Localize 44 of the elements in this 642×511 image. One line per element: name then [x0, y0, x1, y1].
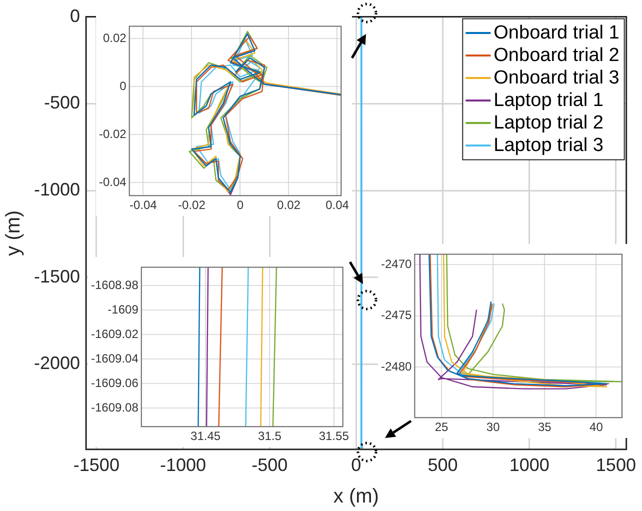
x-tick-label: -500 [252, 455, 288, 476]
y-tick-label: -500 [44, 92, 80, 113]
y-tick-label: -0.04 [98, 174, 127, 189]
y-tick-label: -1500 [34, 266, 80, 286]
x-tick-label: 35 [538, 420, 552, 434]
x-tick-label: 40 [590, 420, 604, 434]
x-tick-label: 1000 [509, 455, 550, 476]
x-tick-label: 31.5 [258, 429, 282, 444]
x-tick-label: 1500 [596, 455, 636, 476]
x-tick-label: 30 [486, 420, 500, 434]
x-tick-label: 0.02 [277, 198, 301, 212]
legend-label: Onboard trial 1 [494, 22, 620, 44]
y-tick-label: 0.02 [102, 30, 127, 45]
legend-label: Onboard trial 3 [494, 67, 620, 88]
x-tick-label: -1000 [160, 455, 206, 476]
y-axis-title: y (m) [2, 210, 25, 256]
y-tick-label: -1609.06 [91, 376, 139, 390]
y-tick-label: -1609.08 [91, 400, 139, 415]
x-tick-label: 31.45 [190, 429, 221, 444]
legend-label: Laptop trial 1 [494, 90, 604, 111]
y-tick-label: -2470 [380, 256, 412, 271]
y-tick-label: -2480 [380, 360, 412, 374]
x-tick-label: 500 [428, 455, 458, 476]
y-tick-label: 0 [120, 78, 127, 93]
x-tick-label: -0.04 [130, 198, 158, 212]
y-tick-label: -1609 [108, 302, 139, 316]
legend-label: Laptop trial 3 [494, 134, 604, 156]
legend-label: Onboard trial 2 [494, 44, 620, 66]
x-tick-label: 31.55 [318, 429, 350, 444]
y-tick-label: -2000 [34, 353, 80, 374]
x-axis-title: x (m) [333, 486, 379, 508]
x-tick-label: 0.04 [326, 198, 350, 212]
y-tick-label: -1608.98 [91, 278, 139, 292]
y-tick-label: 0 [70, 6, 80, 26]
y-tick-label: -0.02 [98, 126, 127, 141]
legend-label: Laptop trial 2 [494, 112, 604, 134]
x-tick-label: -0.02 [178, 198, 206, 212]
y-tick-label: -1609.02 [91, 326, 139, 341]
x-tick-label: 0 [236, 198, 244, 212]
y-tick-label: -2475 [380, 308, 412, 322]
x-tick-label: 0 [351, 455, 362, 476]
y-tick-label: -1609.04 [91, 351, 139, 366]
y-tick-label: -1000 [34, 180, 80, 200]
x-tick-label: 25 [434, 420, 448, 434]
